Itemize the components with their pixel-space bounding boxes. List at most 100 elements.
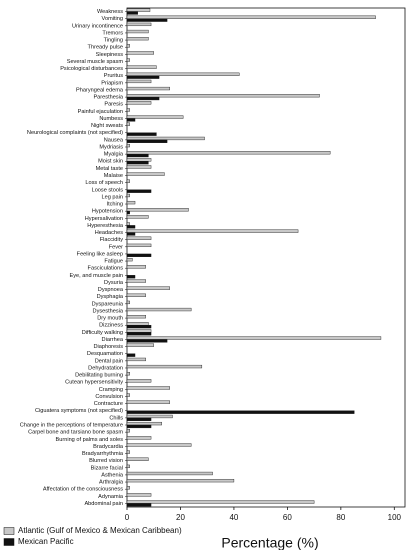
bar: [126, 265, 146, 269]
y-tick-label: Debilitating burning: [75, 373, 123, 379]
y-tick-label: Dyspnoea: [98, 287, 124, 293]
bar: [126, 279, 146, 283]
bar: [126, 275, 136, 279]
legend-label: Atlantic (Gulf of Mexico & Mexican Carib…: [18, 526, 182, 535]
bar: [126, 300, 130, 305]
bar: [126, 29, 149, 34]
y-tick-label: Dry mouth: [97, 316, 123, 322]
bar: [126, 37, 149, 41]
bar: [126, 307, 192, 312]
bar: [126, 153, 149, 158]
y-tick-label: Adynamia: [98, 494, 124, 500]
y-tick-label: Dental pain: [95, 358, 123, 364]
bar: [126, 18, 168, 22]
y-tick-label: Dyspareunia: [92, 301, 124, 307]
bar: [126, 478, 235, 483]
y-tick-label: Feeling like asleep: [77, 251, 123, 257]
bar: [126, 258, 133, 262]
bar: [126, 393, 130, 397]
y-tick-label: Dizziness: [99, 323, 123, 329]
bar: [126, 139, 168, 143]
y-tick-label: Psicological disturbances: [60, 66, 123, 72]
y-tick-label: Pharyngeal edema: [76, 87, 124, 93]
y-tick-label: Loose stools: [92, 187, 124, 193]
bar: [126, 424, 152, 429]
bar: [126, 336, 382, 340]
bar: [126, 379, 152, 383]
bar: [126, 151, 331, 155]
bar: [126, 72, 240, 76]
bar: [126, 457, 149, 461]
y-tick-label: Itching: [107, 202, 123, 208]
y-tick-label: Contracture: [94, 401, 123, 407]
y-tick-label: Moist skin: [98, 159, 123, 165]
bar: [126, 200, 136, 205]
y-tick-label: Hypersalivation: [85, 216, 123, 222]
bar: [126, 161, 149, 165]
bar: [126, 353, 136, 357]
x-tick-label: 0: [125, 513, 130, 522]
bar: [126, 86, 170, 91]
bar: [126, 22, 152, 27]
bar: [126, 486, 130, 490]
legend-swatch: [3, 527, 15, 535]
y-tick-label: Fever: [109, 244, 123, 250]
y-tick-label: Affectation of the consciousness: [43, 487, 123, 493]
y-tick-label: Leg pain: [102, 194, 123, 200]
y-tick-label: Headaches: [95, 230, 124, 236]
y-tick-label: Bradycardia: [93, 444, 124, 450]
bar: [126, 503, 152, 507]
bar: [126, 75, 160, 79]
bar: [126, 253, 152, 257]
bar: [126, 386, 170, 390]
y-tick-label: Metal taste: [96, 166, 123, 172]
bar: [126, 132, 157, 136]
bar: [126, 8, 151, 12]
y-tick-label: Hypotension: [92, 209, 123, 215]
bar: [126, 343, 154, 347]
y-tick-label: Weakness: [97, 9, 123, 15]
y-tick-label: Fasciculations: [88, 266, 124, 272]
bar: [126, 172, 165, 176]
y-tick-label: Pruritus: [104, 73, 123, 79]
bar: [126, 115, 184, 119]
bar: [126, 286, 170, 290]
y-tick-label: Mydriasis: [99, 144, 123, 150]
y-tick-label: Carpel bone and tarsiano bone spasm: [28, 430, 123, 436]
bar: [126, 471, 213, 476]
y-tick-label: Hyperesthesia: [87, 223, 124, 229]
y-tick-label: Nausea: [104, 137, 124, 143]
bar: [126, 450, 130, 454]
bar: [126, 357, 146, 362]
bar: [126, 332, 152, 336]
y-tick-label: Dysesthesia: [93, 308, 124, 314]
y-tick-label: Fatigue: [104, 259, 123, 265]
y-tick-label: Neurological complaints (not specified): [27, 130, 123, 136]
bar: [126, 443, 192, 447]
bar: [126, 96, 160, 101]
bar: [126, 229, 299, 233]
y-tick-label: Blurred vision: [89, 458, 123, 464]
y-tick-label: Paresis: [104, 102, 123, 108]
y-tick-label: Arthralgia: [99, 480, 124, 486]
legend-label: Mexican Pacific: [18, 537, 74, 546]
y-tick-label: Eye, and muscle pain: [70, 273, 123, 279]
bar: [126, 158, 152, 162]
bar: [126, 372, 130, 376]
legend-swatch: [3, 538, 15, 546]
y-tick-label: Painful ejaculation: [78, 109, 123, 115]
bar: [126, 429, 130, 433]
bar: [126, 417, 152, 421]
bar: [126, 464, 130, 468]
bar: [126, 44, 130, 48]
bar: [126, 210, 130, 215]
y-tick-label: Burning of palms and soles: [56, 437, 124, 443]
bar: [126, 165, 152, 169]
y-tick-label: Dysuria: [104, 280, 124, 286]
y-tick-label: Numbess: [99, 116, 123, 122]
y-tick-label: Paresthesia: [93, 95, 123, 101]
y-tick-label: Vomiting: [102, 16, 123, 22]
bar: [126, 414, 173, 419]
bar: [126, 322, 149, 326]
